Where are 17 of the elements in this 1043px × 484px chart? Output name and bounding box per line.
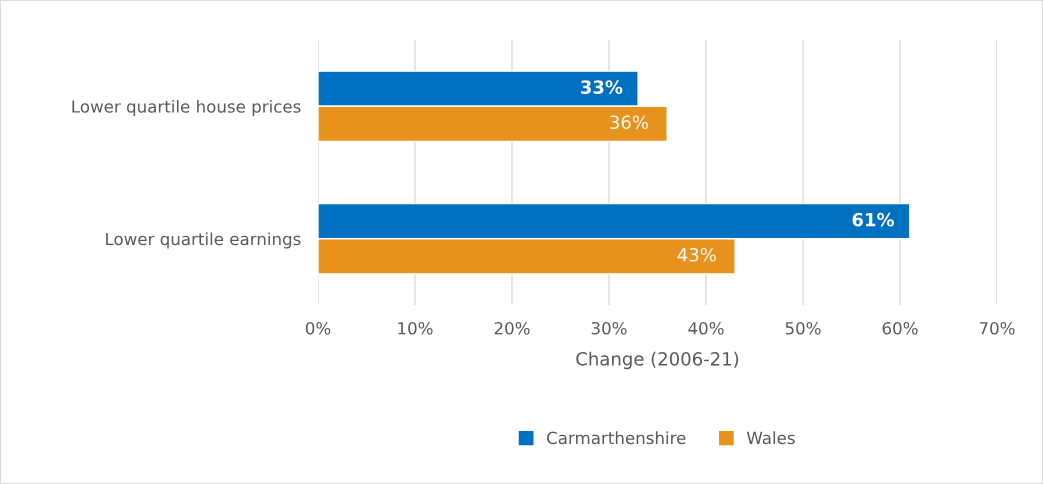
legend-label: Carmarthenshire xyxy=(547,431,686,445)
x-axis-title: Change (2006-21) xyxy=(576,351,739,370)
x-tick-label: 30% xyxy=(591,321,627,335)
x-tick-label: 20% xyxy=(494,321,530,335)
x-tick-label: 0% xyxy=(305,321,331,335)
x-tick-label: 70% xyxy=(979,321,1015,335)
y-tick-label: Lower quartile earnings xyxy=(106,232,301,249)
x-tick-label: 50% xyxy=(785,321,821,335)
data-label: 61% xyxy=(852,212,895,227)
x-tick-label: 10% xyxy=(398,321,433,335)
data-label: 36% xyxy=(610,115,648,130)
data-label: 33% xyxy=(580,80,623,94)
x-tick-label: 40% xyxy=(688,321,724,335)
y-tick-label: Lower quartile house prices xyxy=(72,99,301,117)
legend-label: Wales xyxy=(746,431,795,445)
x-tick-label: 60% xyxy=(882,321,918,335)
data-label: 43% xyxy=(677,247,716,262)
